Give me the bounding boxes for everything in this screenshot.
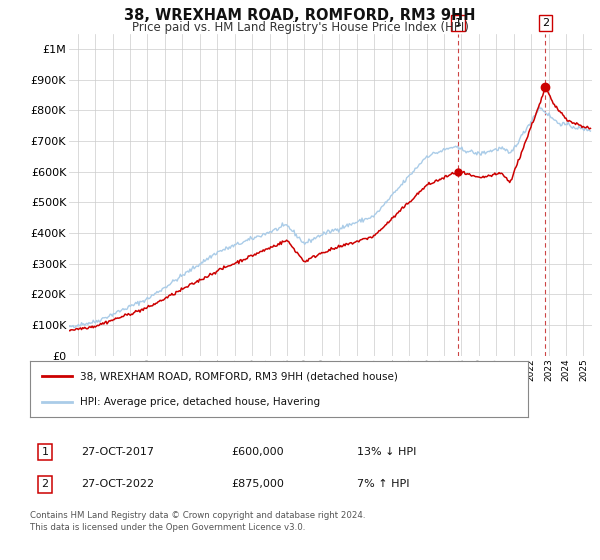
Text: Contains HM Land Registry data © Crown copyright and database right 2024.: Contains HM Land Registry data © Crown c… — [30, 511, 365, 520]
Text: 1: 1 — [455, 18, 462, 28]
Text: 27-OCT-2017: 27-OCT-2017 — [81, 447, 154, 457]
Text: 7% ↑ HPI: 7% ↑ HPI — [357, 479, 409, 489]
Text: Price paid vs. HM Land Registry's House Price Index (HPI): Price paid vs. HM Land Registry's House … — [131, 21, 469, 34]
Text: £600,000: £600,000 — [231, 447, 284, 457]
Text: £875,000: £875,000 — [231, 479, 284, 489]
Text: 27-OCT-2022: 27-OCT-2022 — [81, 479, 154, 489]
Text: 2: 2 — [542, 18, 549, 28]
Text: 38, WREXHAM ROAD, ROMFORD, RM3 9HH (detached house): 38, WREXHAM ROAD, ROMFORD, RM3 9HH (deta… — [80, 371, 398, 381]
Text: 13% ↓ HPI: 13% ↓ HPI — [357, 447, 416, 457]
Text: HPI: Average price, detached house, Havering: HPI: Average price, detached house, Have… — [80, 397, 320, 407]
Text: 2: 2 — [41, 479, 49, 489]
Text: This data is licensed under the Open Government Licence v3.0.: This data is licensed under the Open Gov… — [30, 523, 305, 532]
Text: 38, WREXHAM ROAD, ROMFORD, RM3 9HH: 38, WREXHAM ROAD, ROMFORD, RM3 9HH — [124, 8, 476, 24]
Text: 1: 1 — [41, 447, 49, 457]
